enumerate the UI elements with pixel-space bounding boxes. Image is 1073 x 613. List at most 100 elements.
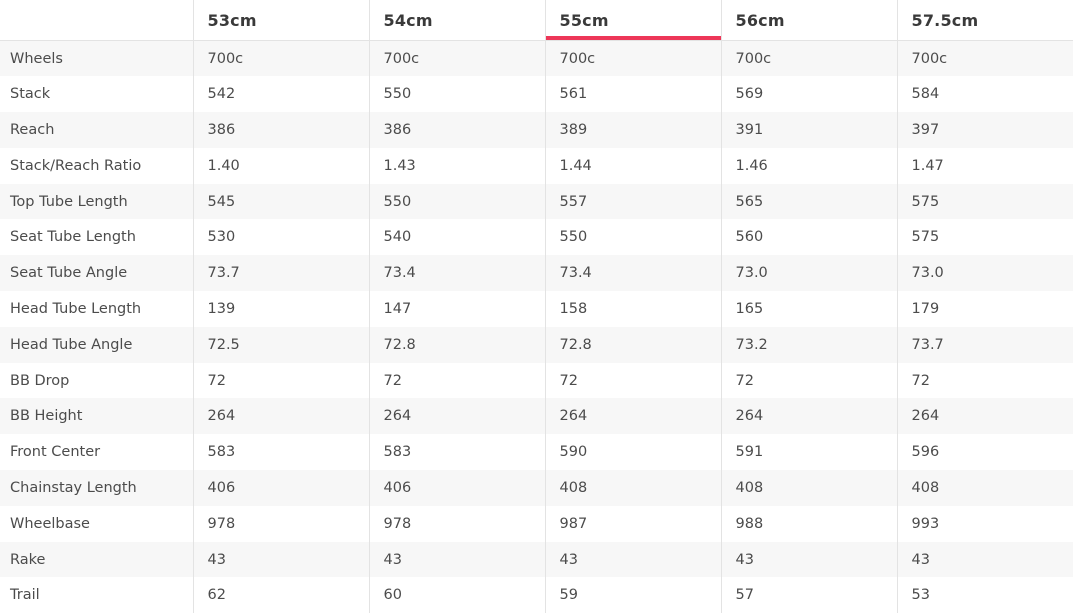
row-label: Seat Tube Length [10,229,136,246]
cell-value: 583 [368,434,545,471]
cell-value: 73.4 [368,255,545,292]
corner-cell [0,0,193,41]
cell-value: 700c [192,40,369,77]
table-row: Front Center 583 583 590 591 596 [0,434,1073,471]
size-tab-53cm[interactable]: 53cm [192,0,369,41]
cell-value: 73.0 [720,255,897,292]
cell-value: 72.5 [192,326,369,363]
row-label: Stack [10,86,51,103]
table-row: BB Height 264 264 264 264 264 [0,398,1073,435]
table-row: Wheelbase 978 978 987 988 993 [0,505,1073,542]
row-label: BB Drop [10,372,70,389]
cell-value: 584 [896,76,1073,113]
row-label: Stack/Reach Ratio [10,157,142,174]
row-label: Trail [10,587,40,604]
cell-value: 43 [368,541,545,578]
cell-value: 72.8 [544,326,721,363]
cell-value: 73.0 [896,255,1073,292]
table-row: Chainstay Length 406 406 408 408 408 [0,470,1073,506]
size-tab-56cm[interactable]: 56cm [720,0,897,41]
cell-value: 264 [192,398,369,435]
row-label: Head Tube Length [10,300,142,317]
size-tab-55cm[interactable]: 55cm [544,0,721,41]
cell-value: 1.43 [368,147,545,184]
row-label: Chainstay Length [10,479,137,496]
cell-value: 264 [896,398,1073,435]
cell-value: 530 [192,219,369,256]
cell-value: 72 [544,362,721,399]
cell-value: 389 [544,112,721,148]
cell-value: 1.46 [720,147,897,184]
cell-value: 408 [720,470,897,506]
cell-value: 57 [720,577,897,613]
cell-value: 565 [720,183,897,220]
cell-value: 550 [544,219,721,256]
cell-value: 158 [544,291,721,327]
cell-value: 591 [720,434,897,471]
cell-value: 179 [896,291,1073,327]
table-row: BB Drop 72 72 72 72 72 [0,362,1073,399]
cell-value: 575 [896,219,1073,256]
cell-value: 72 [720,362,897,399]
cell-value: 550 [368,76,545,113]
row-label: Top Tube Length [10,193,128,210]
cell-value: 147 [368,291,545,327]
table-row: Seat Tube Length 530 540 550 560 575 [0,219,1073,256]
table-row: Rake 43 43 43 43 43 [0,541,1073,578]
row-label: Front Center [10,444,101,461]
cell-value: 73.7 [896,326,1073,363]
row-label: Head Tube Angle [10,336,133,353]
table-row: Head Tube Angle 72.5 72.8 72.8 73.2 73.7 [0,326,1073,363]
cell-value: 59 [544,577,721,613]
cell-value: 988 [720,505,897,542]
row-label: Rake [10,551,46,568]
size-tab-54cm[interactable]: 54cm [368,0,545,41]
cell-value: 590 [544,434,721,471]
table-row: Stack/Reach Ratio 1.40 1.43 1.44 1.46 1.47 [0,147,1073,184]
row-label: Seat Tube Angle [10,265,128,282]
cell-value: 72 [192,362,369,399]
cell-value: 165 [720,291,897,327]
cell-value: 264 [544,398,721,435]
cell-value: 575 [896,183,1073,220]
cell-value: 397 [896,112,1073,148]
cell-value: 53 [896,577,1073,613]
size-tab-57.5cm[interactable]: 57.5cm [896,0,1073,41]
cell-value: 72 [368,362,545,399]
cell-value: 62 [192,577,369,613]
cell-value: 73.4 [544,255,721,292]
cell-value: 139 [192,291,369,327]
row-label: Wheels [10,50,63,67]
cell-value: 391 [720,112,897,148]
row-label: BB Height [10,408,83,425]
table-row: Trail 62 60 59 57 53 [0,577,1073,613]
table-row: Head Tube Length 139 147 158 165 179 [0,291,1073,327]
cell-value: 1.47 [896,147,1073,184]
cell-value: 406 [192,470,369,506]
cell-value: 569 [720,76,897,113]
table-row: Wheels 700c 700c 700c 700c 700c [0,40,1073,77]
cell-value: 406 [368,470,545,506]
cell-value: 1.40 [192,147,369,184]
cell-value: 596 [896,434,1073,471]
cell-value: 72 [896,362,1073,399]
cell-value: 700c [896,40,1073,77]
cell-value: 43 [192,541,369,578]
cell-value: 386 [368,112,545,148]
cell-value: 73.7 [192,255,369,292]
cell-value: 264 [720,398,897,435]
row-label: Wheelbase [10,515,90,532]
cell-value: 700c [720,40,897,77]
cell-value: 73.2 [720,326,897,363]
cell-value: 987 [544,505,721,542]
cell-value: 700c [368,40,545,77]
size-header-row: 53cm 54cm 55cm 56cm 57.5cm [0,0,1073,41]
cell-value: 43 [896,541,1073,578]
cell-value: 560 [720,219,897,256]
cell-value: 583 [192,434,369,471]
cell-value: 43 [720,541,897,578]
row-label: Reach [10,121,55,138]
cell-value: 557 [544,183,721,220]
cell-value: 264 [368,398,545,435]
